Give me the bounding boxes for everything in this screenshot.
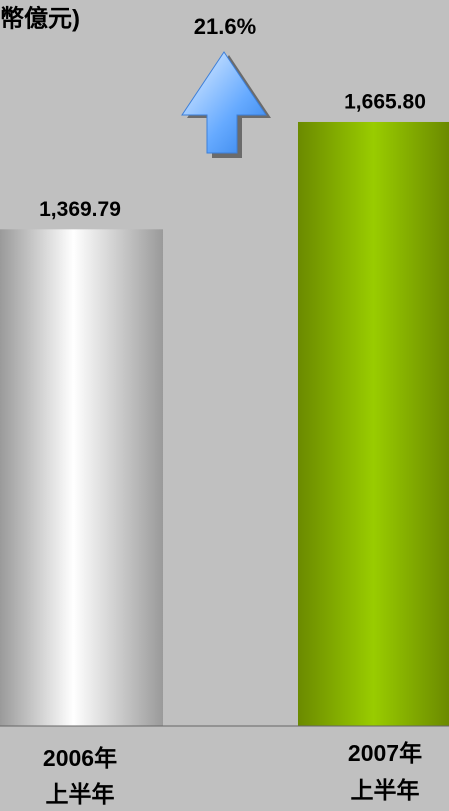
annotation: 21.6%: [194, 14, 256, 39]
value-label: 1,369.79: [39, 198, 121, 221]
x-tick-label: 上半年: [351, 777, 420, 803]
bar: [298, 121, 449, 727]
x-tick-label: 2007年: [348, 740, 422, 766]
chart-title: 幣億元): [0, 4, 80, 32]
bar: [0, 229, 163, 726]
value-label: 1,665.80: [344, 91, 426, 114]
growth-arrow: [181, 51, 271, 158]
x-tick-label: 上半年: [46, 781, 115, 807]
x-tick-label: 2006年: [43, 745, 117, 771]
